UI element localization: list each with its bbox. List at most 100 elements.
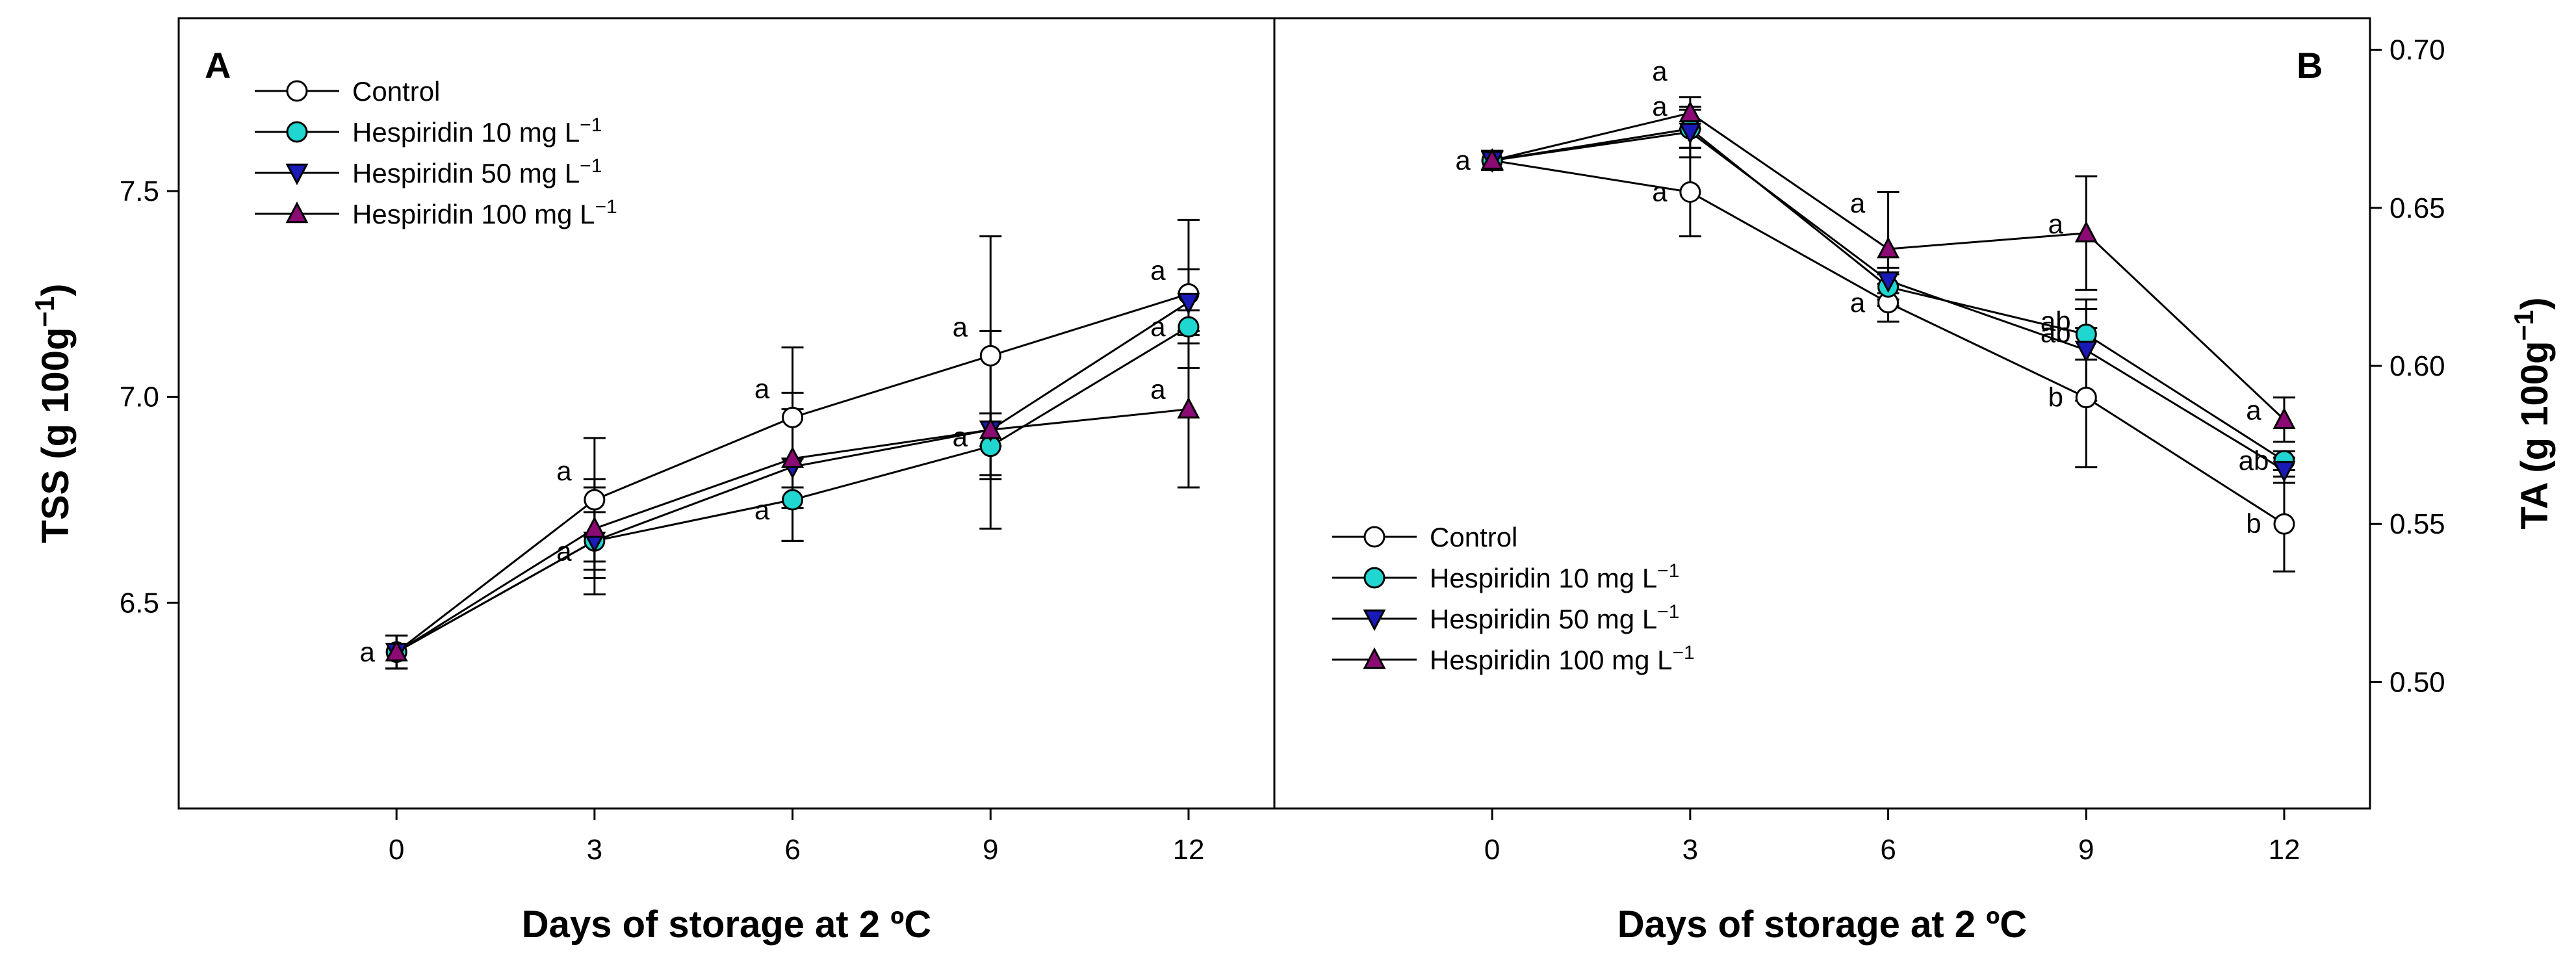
panel-b-point-control	[2075, 387, 2097, 409]
panel-a-frame	[177, 17, 1276, 810]
panel-b-significance-letter: a	[2246, 395, 2261, 426]
panel-b-legend-label-exp: −1	[1657, 560, 1679, 582]
panel-b-significance-letter: a	[1652, 177, 1668, 207]
panel-a-legend-label-text: Hespiridin 10 mg L	[352, 117, 580, 148]
panel-b-significance-letter: a	[1652, 56, 1668, 86]
panel-b-significance-letter: a	[2048, 209, 2064, 239]
panel-a-y-tick-label: 6.5	[120, 587, 159, 619]
panel-a-point-control	[979, 344, 1001, 367]
panel-b-legend-label-text: Hespiridin 10 mg L	[1430, 563, 1657, 593]
panel-a-legend-label-text: Hespiridin 50 mg L	[352, 158, 580, 188]
panel-a-axes: 0 3 6 9 12 6.5 7.0 7.5	[120, 175, 1205, 866]
panel-a-point-hesp100	[979, 417, 1002, 439]
panel-a-significance-letter: a	[1150, 311, 1166, 342]
panel-a-significance-letter: a	[953, 311, 968, 342]
panel-a-point-hesp10	[1178, 316, 1200, 338]
panel-b-point-hesp50	[1877, 271, 1900, 293]
panel-b-significance-letter: ab	[2041, 318, 2071, 348]
panel-b-legend-marker-hesp100	[1363, 647, 1386, 669]
panel-b-legend-marker-hesp10	[1363, 567, 1385, 589]
panel-b-x-tick-label: 6	[1880, 834, 1896, 866]
panel-a-point-hesp50	[1177, 292, 1200, 315]
panel-b-legend-label: Hespiridin 100 mg L−1	[1430, 642, 1695, 675]
panel-b-legend-label: Control	[1430, 522, 1517, 552]
panel-b-y-tick-label: 0.65	[2389, 192, 2445, 224]
panel-a-legend-marker-hesp10	[286, 121, 308, 143]
panel-a: A Days of storage at 2 ºC TSS (g 100g−1)…	[29, 17, 1276, 946]
panel-a-letter: A	[205, 45, 231, 86]
panel-b-y-axis-title: TA (g 100g−1)	[2508, 297, 2556, 529]
panel-a-y-axis-title-close: )	[34, 283, 77, 296]
panel-a-significance-letter: a	[1150, 374, 1166, 405]
panel-a-x-tick-label: 3	[587, 834, 602, 866]
panel-b-significance-letter: a	[1850, 188, 1866, 218]
panel-b-significance-letter: b	[2246, 508, 2261, 539]
panel-a-y-axis-title: TSS (g 100g−1)	[29, 283, 77, 543]
panel-a-point-hesp100	[583, 516, 606, 538]
panel-b-y-tick-label: 0.55	[2389, 508, 2445, 540]
panel-a-legend-label-exp: −1	[595, 196, 617, 218]
panel-b-legend-label-text: Hespiridin 50 mg L	[1430, 604, 1657, 634]
panel-b-letter: B	[2297, 45, 2323, 86]
panel-a-significance-letter: a	[556, 536, 572, 566]
panel-b-x-axis-title: Days of storage at 2 ºC	[1617, 903, 2027, 946]
panel-a-point-control	[584, 489, 606, 511]
panel-b-point-hesp50	[2074, 341, 2098, 363]
panel-b-significance-letter: a	[1455, 145, 1471, 175]
panel-a-legend-marker-control	[286, 80, 308, 102]
panel-a-significance-letter: a	[754, 495, 770, 525]
panel-b-frame	[1273, 17, 2371, 810]
panel-b-significance-letter: ab	[2239, 445, 2269, 476]
panel-b-point-hesp100	[2074, 220, 2098, 243]
panel-a-x-tick-label: 0	[389, 834, 404, 866]
panel-b-significance-letter: a	[1850, 287, 1866, 318]
panel-b-significance-letter: a	[1652, 91, 1668, 122]
panel-a-point-hesp10	[782, 489, 804, 511]
panel-a-legend-label: Hespiridin 100 mg L−1	[352, 196, 617, 229]
panel-a-legend-label-text: Hespiridin 100 mg L	[352, 199, 595, 229]
panel-a-x-axis-title: Days of storage at 2 ºC	[522, 903, 931, 946]
panel-a-significance-letter: a	[556, 456, 572, 486]
panel-a-legend-label: Hespiridin 10 mg L−1	[352, 114, 602, 148]
panel-a-legend-marker-hesp100	[285, 201, 309, 224]
panel-b-legend-label: Hespiridin 10 mg L−1	[1430, 560, 1679, 593]
panel-b-point-hesp100	[1480, 148, 1504, 170]
panel-a-legend-label-exp: −1	[580, 114, 602, 136]
panel-a-significance-letter: a	[953, 422, 968, 452]
panel-a-point-hesp100	[781, 446, 805, 468]
panel-b-point-control	[1679, 181, 1701, 203]
panel-b-x-tick-label: 12	[2268, 834, 2300, 866]
panel-b-axes: 0 3 6 9 12 0.50 0.55 0.60 0.65 0.70	[1484, 34, 2445, 866]
panel-a-y-axis-title-exp: −1	[29, 296, 60, 328]
panel-a-legend-label-exp: −1	[580, 155, 602, 177]
panel-a-x-tick-label: 9	[983, 834, 998, 866]
panel-b-significance-letter: b	[2048, 382, 2063, 413]
panel-b-y-axis-title-exp: −1	[2508, 310, 2539, 341]
panel-b-y-axis-title-main: TA (g 100g	[2514, 341, 2556, 530]
panel-b-point-control	[2273, 513, 2295, 535]
panel-a-significance-letter: a	[754, 373, 770, 404]
panel-b-x-tick-label: 9	[2078, 834, 2094, 866]
panel-b-point-hesp50	[1679, 122, 1702, 145]
panel-b-y-tick-label: 0.50	[2389, 666, 2445, 698]
panel-b-point-hesp100	[1877, 237, 1900, 259]
panel-a-point-control	[782, 406, 804, 428]
panel-a-legend-label-text: Control	[352, 76, 440, 107]
panel-b-y-tick-label: 0.60	[2389, 350, 2445, 382]
panel-b-legend-label-text: Control	[1430, 522, 1517, 552]
panel-b-legend-label: Hespiridin 50 mg L−1	[1430, 601, 1679, 634]
panel-a-significance-letter: a	[1150, 255, 1166, 285]
panel-b-legend-label-exp: −1	[1657, 601, 1679, 623]
panel-b-x-tick-label: 3	[1682, 834, 1698, 866]
panel-b-legend-label-exp: −1	[1673, 642, 1695, 664]
panel-b-x-tick-label: 0	[1484, 834, 1500, 866]
panel-a-point-hesp100	[385, 640, 408, 662]
panel-a-y-tick-label: 7.0	[120, 381, 159, 413]
panel-b-point-hesp50	[2273, 461, 2296, 483]
panel-b-y-axis-title-close: )	[2514, 297, 2556, 309]
panel-b-legend-marker-control	[1363, 526, 1385, 548]
